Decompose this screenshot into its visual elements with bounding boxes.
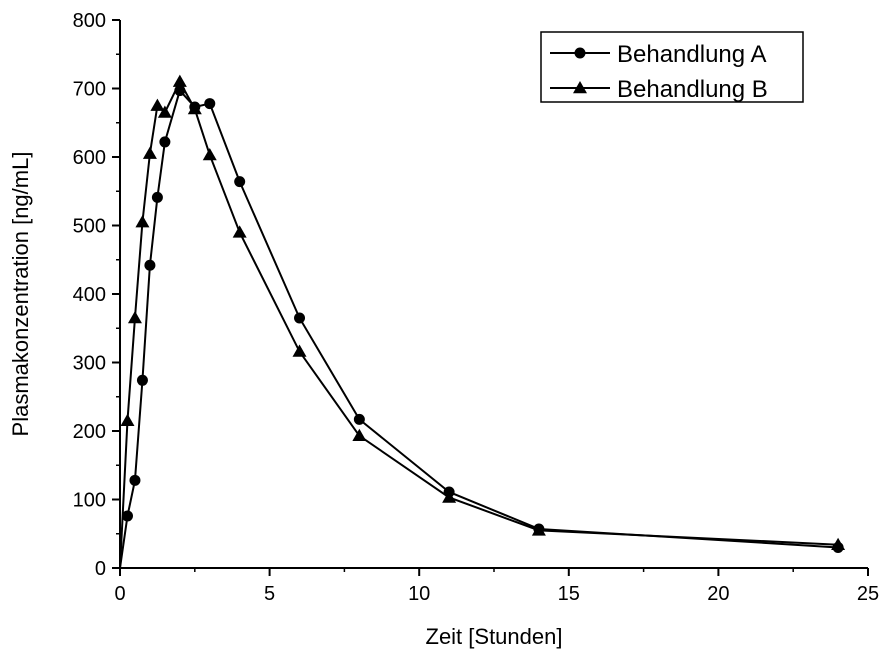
data-point <box>232 225 247 238</box>
x-tick-label: 5 <box>264 583 275 605</box>
y-tick-label: 100 <box>73 490 106 512</box>
legend: Behandlung A Behandlung B <box>540 31 804 103</box>
data-point <box>120 413 135 426</box>
data-point <box>142 146 157 159</box>
x-tick-label: 10 <box>408 583 430 605</box>
data-point <box>353 413 365 425</box>
y-tick-label: 800 <box>73 10 106 32</box>
data-point <box>151 191 163 203</box>
data-point <box>159 136 171 148</box>
data-point <box>294 312 306 324</box>
data-point <box>157 105 172 118</box>
data-point <box>127 310 142 324</box>
data-point <box>172 74 187 87</box>
y-tick-label: 300 <box>73 353 106 375</box>
legend-label: Behandlung A <box>617 41 766 68</box>
x-axis-title: Zeit [Stunden] <box>426 624 563 649</box>
legend-item: Behandlung B <box>550 76 768 103</box>
y-tick-label: 500 <box>73 216 106 238</box>
y-tick-label: 400 <box>73 284 106 306</box>
y-tick-label: 0 <box>95 558 106 580</box>
series-a <box>119 85 844 569</box>
x-tick-label: 0 <box>114 583 125 605</box>
legend-item: Behandlung A <box>550 41 766 68</box>
x-axis-ticks: 0 5 10 15 20 25 <box>114 568 879 605</box>
data-point <box>831 537 846 550</box>
y-tick-label: 700 <box>73 79 106 101</box>
data-point <box>136 374 148 386</box>
data-point <box>129 474 141 486</box>
data-point <box>234 176 246 188</box>
y-axis-ticks: 0 100 200 300 400 500 600 700 800 <box>73 10 120 580</box>
data-point <box>204 98 216 110</box>
y-axis-title: Plasmakonzentration [ng/mL] <box>8 152 33 437</box>
data-point <box>352 428 367 442</box>
data-point <box>531 523 546 536</box>
triangle-marker-icon <box>573 81 587 94</box>
data-point <box>150 98 165 111</box>
legend-label: Behandlung B <box>617 76 768 103</box>
series-line <box>119 79 839 569</box>
data-point <box>121 510 133 522</box>
data-point <box>442 490 457 503</box>
y-tick-label: 600 <box>73 147 106 169</box>
data-point <box>187 102 202 115</box>
series-layer <box>119 74 846 569</box>
series-b <box>119 74 846 569</box>
data-point <box>135 215 150 228</box>
data-point <box>202 147 217 161</box>
x-tick-label: 25 <box>857 583 879 605</box>
data-point <box>144 259 156 271</box>
circle-marker-icon <box>574 47 586 59</box>
series-line <box>119 88 839 569</box>
data-point <box>292 344 307 357</box>
x-tick-label: 20 <box>707 583 729 605</box>
x-tick-label: 15 <box>558 583 580 605</box>
y-tick-label: 200 <box>73 421 106 443</box>
